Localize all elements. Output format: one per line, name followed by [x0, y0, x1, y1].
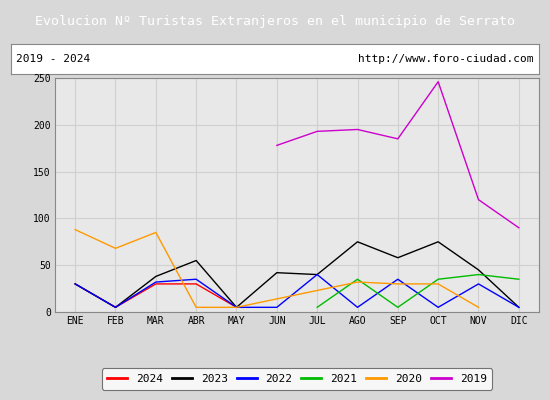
Text: http://www.foro-ciudad.com: http://www.foro-ciudad.com [358, 54, 534, 64]
Legend: 2024, 2023, 2022, 2021, 2020, 2019: 2024, 2023, 2022, 2021, 2020, 2019 [102, 368, 492, 390]
Text: Evolucion Nº Turistas Extranjeros en el municipio de Serrato: Evolucion Nº Turistas Extranjeros en el … [35, 14, 515, 28]
Text: 2019 - 2024: 2019 - 2024 [16, 54, 91, 64]
